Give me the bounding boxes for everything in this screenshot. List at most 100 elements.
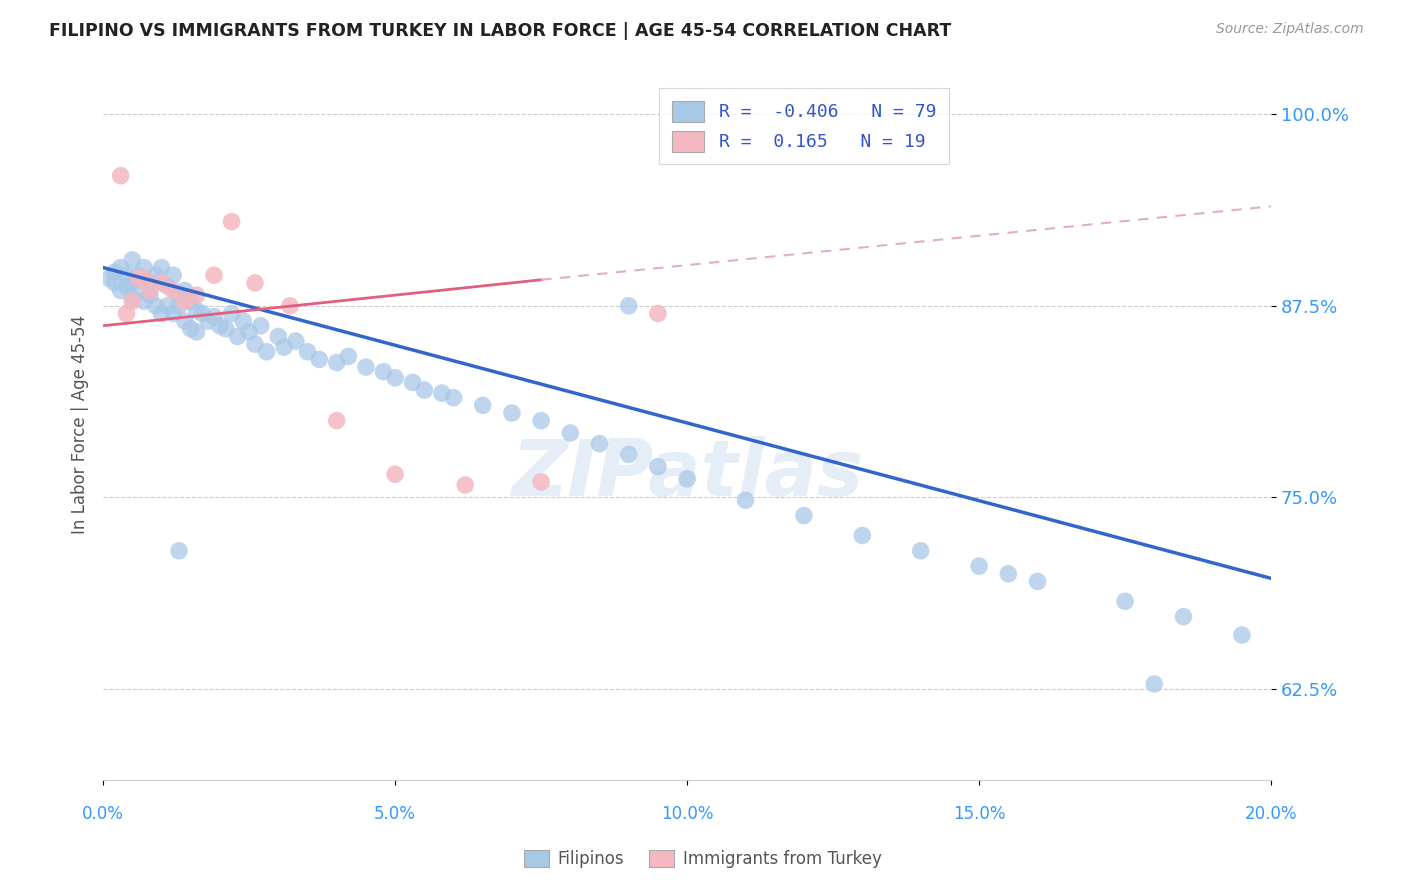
Point: [1114, 594, 1136, 608]
Point: [180, 322, 202, 336]
Point: [267, 329, 290, 343]
Point: [167, 288, 190, 302]
Point: [226, 329, 249, 343]
Point: [121, 294, 143, 309]
Point: [186, 325, 208, 339]
Text: 10.0%: 10.0%: [661, 805, 713, 823]
Point: [162, 306, 184, 320]
Point: [617, 447, 640, 461]
Point: [115, 268, 138, 283]
Point: [373, 365, 395, 379]
Point: [676, 472, 699, 486]
Point: [139, 276, 162, 290]
Point: [121, 291, 143, 305]
Point: [162, 284, 184, 298]
Point: [121, 252, 143, 267]
Point: [243, 276, 266, 290]
Point: [384, 467, 406, 482]
Point: [110, 260, 132, 275]
Point: [173, 284, 195, 298]
Point: [127, 284, 149, 298]
Point: [471, 398, 494, 412]
Point: [186, 288, 208, 302]
Legend: Filipinos, Immigrants from Turkey: Filipinos, Immigrants from Turkey: [517, 843, 889, 875]
Point: [145, 268, 167, 283]
Point: [132, 260, 155, 275]
Point: [430, 386, 453, 401]
Point: [167, 544, 190, 558]
Point: [793, 508, 815, 523]
Point: [208, 318, 231, 333]
Point: [238, 325, 260, 339]
Point: [273, 340, 295, 354]
Point: [145, 299, 167, 313]
Point: [384, 371, 406, 385]
Point: [191, 306, 214, 320]
Point: [132, 271, 155, 285]
Text: ZIPatlas: ZIPatlas: [510, 436, 863, 512]
Point: [127, 268, 149, 283]
Point: [734, 493, 756, 508]
Point: [115, 279, 138, 293]
Point: [588, 436, 610, 450]
Point: [197, 314, 219, 328]
Point: [413, 383, 436, 397]
Point: [297, 344, 319, 359]
Point: [454, 478, 477, 492]
Point: [232, 314, 254, 328]
Point: [647, 459, 669, 474]
Point: [997, 566, 1019, 581]
Point: [249, 318, 271, 333]
Point: [115, 306, 138, 320]
Point: [256, 344, 278, 359]
Text: FILIPINO VS IMMIGRANTS FROM TURKEY IN LABOR FORCE | AGE 45-54 CORRELATION CHART: FILIPINO VS IMMIGRANTS FROM TURKEY IN LA…: [49, 22, 952, 40]
Point: [1230, 628, 1253, 642]
Point: [162, 268, 184, 283]
Point: [202, 310, 225, 324]
Point: [1026, 574, 1049, 589]
Point: [127, 271, 149, 285]
Point: [104, 265, 127, 279]
Point: [501, 406, 523, 420]
Point: [110, 284, 132, 298]
Point: [325, 414, 347, 428]
Point: [401, 376, 423, 390]
Point: [186, 303, 208, 318]
Legend: R =  -0.406   N = 79, R =  0.165   N = 19: R = -0.406 N = 79, R = 0.165 N = 19: [659, 88, 949, 164]
Point: [156, 279, 179, 293]
Point: [104, 276, 127, 290]
Point: [325, 355, 347, 369]
Point: [530, 414, 553, 428]
Point: [221, 306, 243, 320]
Point: [221, 214, 243, 228]
Point: [139, 288, 162, 302]
Point: [150, 260, 173, 275]
Point: [278, 299, 301, 313]
Point: [180, 294, 202, 309]
Point: [132, 294, 155, 309]
Text: 20.0%: 20.0%: [1244, 805, 1298, 823]
Point: [202, 268, 225, 283]
Point: [243, 337, 266, 351]
Point: [167, 299, 190, 313]
Text: Source: ZipAtlas.com: Source: ZipAtlas.com: [1216, 22, 1364, 37]
Point: [121, 276, 143, 290]
Point: [173, 314, 195, 328]
Point: [150, 306, 173, 320]
Point: [1143, 677, 1166, 691]
Point: [98, 271, 121, 285]
Point: [530, 475, 553, 489]
Point: [284, 334, 307, 348]
Point: [910, 544, 932, 558]
Point: [173, 294, 195, 309]
Point: [139, 284, 162, 298]
Point: [647, 306, 669, 320]
Point: [354, 360, 377, 375]
Text: 15.0%: 15.0%: [953, 805, 1005, 823]
Point: [156, 299, 179, 313]
Point: [337, 350, 360, 364]
Point: [617, 299, 640, 313]
Text: 0.0%: 0.0%: [82, 805, 124, 823]
Point: [150, 276, 173, 290]
Text: 5.0%: 5.0%: [374, 805, 416, 823]
